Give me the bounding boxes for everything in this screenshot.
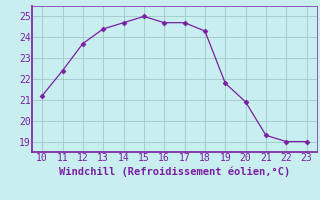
X-axis label: Windchill (Refroidissement éolien,°C): Windchill (Refroidissement éolien,°C) [59, 166, 290, 177]
